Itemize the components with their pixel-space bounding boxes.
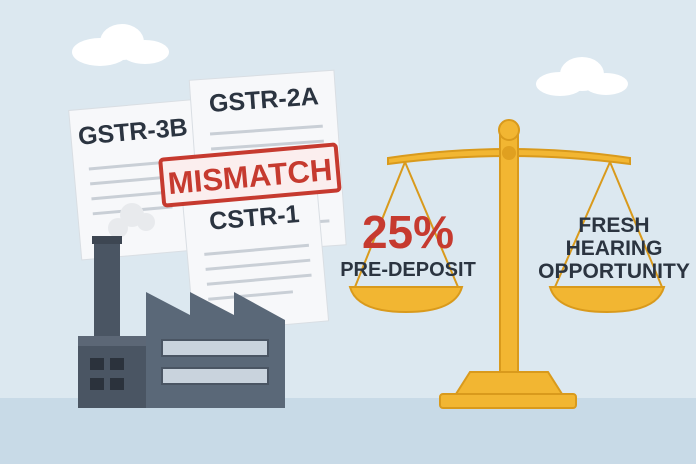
- scale: [348, 119, 666, 409]
- factory: [78, 236, 285, 408]
- left-label: PRE-DEPOSIT: [340, 259, 476, 281]
- cloud: [72, 24, 169, 66]
- percentage: 25%: [362, 206, 454, 258]
- right-label: HEARING: [566, 237, 663, 260]
- right-label: FRESH: [578, 214, 649, 237]
- smoke: [108, 203, 155, 238]
- right-label: OPPORTUNITY: [538, 260, 690, 283]
- cloud: [536, 57, 628, 96]
- stamp: MISMATCH: [158, 142, 342, 208]
- ground: [0, 398, 696, 464]
